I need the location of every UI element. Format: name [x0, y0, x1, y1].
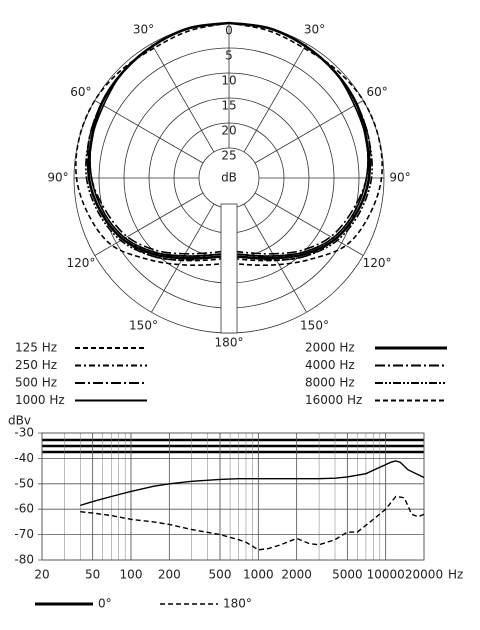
response-line	[80, 460, 425, 507]
x-tick-label: 500	[209, 568, 232, 582]
spoke	[254, 100, 364, 164]
angle-label: 120°	[66, 256, 95, 270]
angle-label: 120°	[363, 256, 392, 270]
legend-label: 4000 Hz	[305, 358, 355, 372]
x-tick-label: 20000	[405, 568, 443, 582]
angle-label: 90°	[389, 171, 410, 185]
polar-curve	[228, 22, 373, 262]
angle-label: 180°	[215, 336, 244, 350]
y-tick-label: -70	[14, 527, 34, 541]
polar-curve	[85, 22, 230, 262]
y-axis-label: dBv	[8, 414, 31, 428]
mount-gap	[220, 203, 238, 334]
angle-label: 150°	[300, 319, 329, 333]
x-tick-label: 1000	[243, 568, 274, 582]
x-tick-label: 100	[120, 568, 143, 582]
angle-label: 60°	[366, 85, 387, 99]
angle-label: 150°	[129, 319, 158, 333]
spoke	[94, 192, 204, 256]
r-axis-label: dB	[221, 171, 237, 185]
angle-label: 30°	[133, 22, 154, 36]
x-tick-label: 2000	[281, 568, 312, 582]
polar-curve	[75, 22, 230, 267]
spoke	[151, 43, 215, 153]
legend-label: 1000 Hz	[15, 393, 65, 407]
response-line	[80, 495, 425, 551]
angle-label: 60°	[70, 85, 91, 99]
legend-label: 2000 Hz	[305, 341, 355, 355]
x-tick-label: 50	[85, 568, 100, 582]
legend-label: 180°	[223, 597, 252, 611]
x-tick-label: 10000	[367, 568, 405, 582]
legend-label: 500 Hz	[15, 376, 57, 390]
angle-label: 90°	[47, 171, 68, 185]
legend-label: 8000 Hz	[305, 376, 355, 390]
x-tick-label: 5000	[332, 568, 363, 582]
x-tick-label: 20	[34, 568, 49, 582]
x-axis-label: Hz	[448, 568, 463, 582]
y-tick-label: -40	[14, 451, 34, 465]
spoke	[94, 100, 204, 164]
spoke	[243, 43, 307, 153]
y-tick-label: -30	[14, 426, 34, 440]
polar-curve	[86, 22, 230, 259]
legend-label: 250 Hz	[15, 358, 57, 372]
polar-curve	[228, 22, 372, 259]
y-tick-label: -60	[14, 502, 34, 516]
legend-label: 0°	[98, 597, 112, 611]
r-tick-label: 25	[221, 149, 236, 163]
y-tick-label: -80	[14, 553, 34, 567]
legend-label: 125 Hz	[15, 341, 57, 355]
spoke	[254, 192, 364, 256]
x-tick-label: 200	[158, 568, 181, 582]
angle-label: 30°	[304, 22, 325, 36]
polar-curve	[228, 22, 383, 267]
legend-label: 16000 Hz	[305, 393, 362, 407]
y-tick-label: -50	[14, 476, 34, 490]
